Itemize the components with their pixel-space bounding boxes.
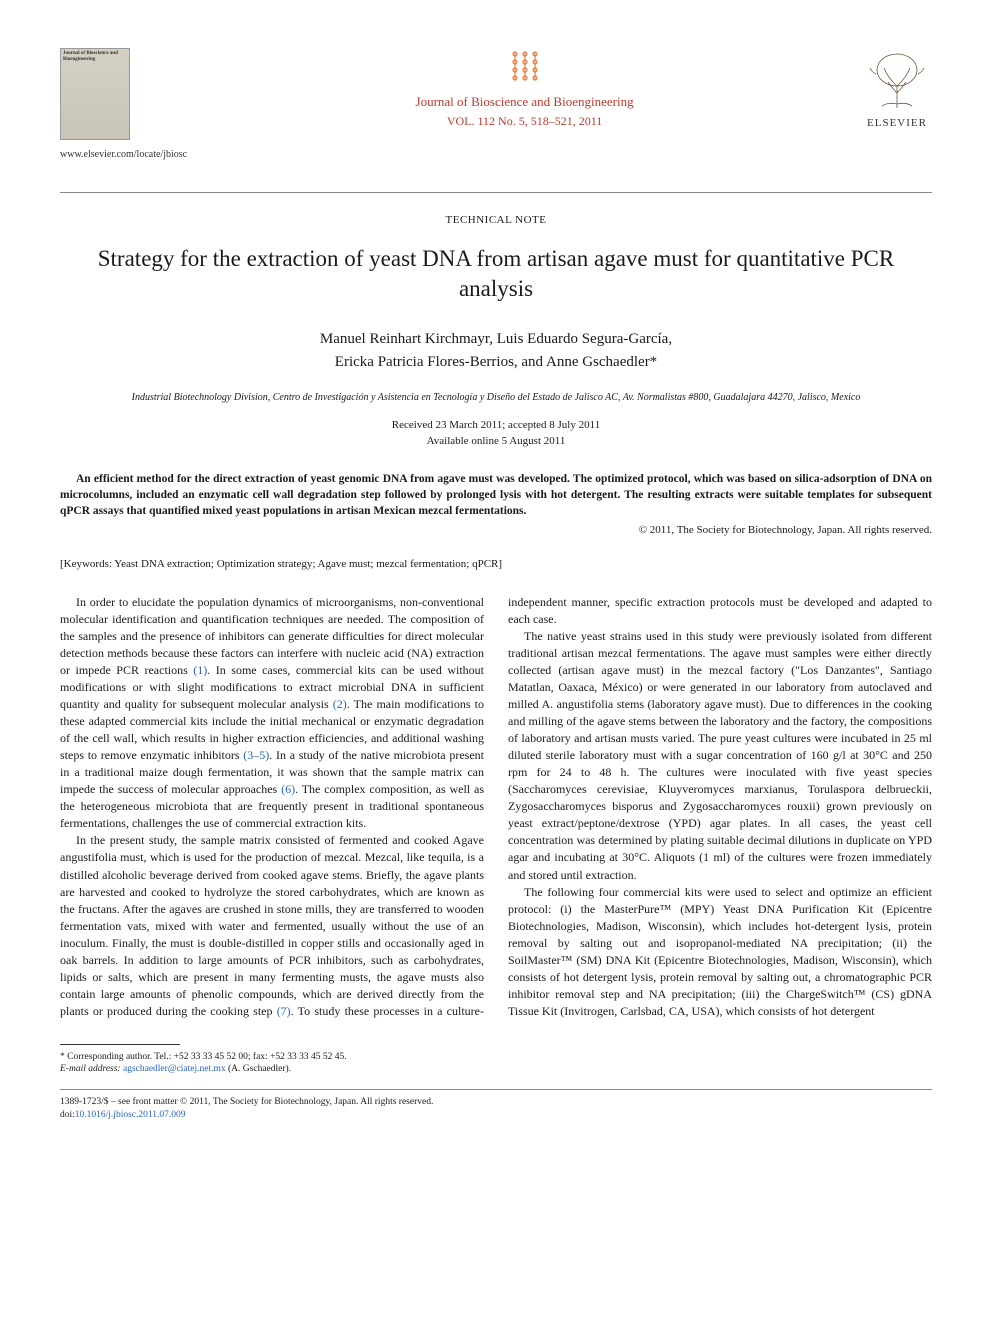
- journal-name: Journal of Bioscience and Bioengineering: [187, 93, 862, 111]
- authors: Manuel Reinhart Kirchmayr, Luis Eduardo …: [60, 328, 932, 373]
- abstract-copyright: © 2011, The Society for Biotechnology, J…: [60, 523, 932, 538]
- journal-cover-block: Journal of Bioscience and Bioengineering…: [60, 48, 187, 162]
- corresponding-email-link[interactable]: agschaedler@ciatej.net.mx: [123, 1064, 226, 1074]
- journal-volume: VOL. 112 No. 5, 518–521, 2011: [187, 113, 862, 130]
- journal-cover-thumbnail: Journal of Bioscience and Bioengineering: [60, 48, 130, 140]
- elsevier-wordmark: ELSEVIER: [862, 116, 932, 131]
- email-paren: (A. Gschaedler).: [226, 1064, 291, 1074]
- journal-masthead: Journal of Bioscience and Bioengineering…: [187, 48, 862, 130]
- footnote-corr: * Corresponding author. Tel.: +52 33 33 …: [60, 1052, 347, 1062]
- body-paragraph: The following four commercial kits were …: [508, 884, 932, 1020]
- affiliation: Industrial Biotechnology Division, Centr…: [60, 391, 932, 404]
- elsevier-locate-link[interactable]: www.elsevier.com/locate/jbiosc: [60, 148, 187, 162]
- elsevier-logo: ELSEVIER: [862, 48, 932, 131]
- received-date: Received 23 March 2011; accepted 8 July …: [392, 419, 600, 431]
- authors-line-1: Manuel Reinhart Kirchmayr, Luis Eduardo …: [320, 331, 672, 347]
- citation-link[interactable]: (2): [333, 697, 347, 711]
- citation-link[interactable]: (1): [193, 663, 207, 677]
- available-online-date: Available online 5 August 2011: [427, 435, 566, 447]
- abstract: An efficient method for the direct extra…: [60, 471, 932, 519]
- journal-cover-label: Journal of Bioscience and Bioengineering: [63, 51, 127, 62]
- footer-rule: [60, 1089, 932, 1090]
- front-matter: TECHNICAL NOTE Strategy for the extracti…: [60, 192, 932, 572]
- article-body: In order to elucidate the population dyn…: [60, 594, 932, 1020]
- citation-link[interactable]: (3–5): [243, 748, 269, 762]
- doi-label: doi:: [60, 1110, 75, 1120]
- doi-link[interactable]: 10.1016/j.jbiosc.2011.07.009: [75, 1110, 186, 1120]
- email-label: E-mail address:: [60, 1064, 123, 1074]
- body-paragraph: The native yeast strains used in this st…: [508, 628, 932, 883]
- citation-link[interactable]: (7): [277, 1004, 291, 1018]
- article-title: Strategy for the extraction of yeast DNA…: [60, 244, 932, 304]
- footnote-rule: [60, 1044, 180, 1045]
- article-dates: Received 23 March 2011; accepted 8 July …: [60, 418, 932, 449]
- elsevier-tree-icon: [864, 48, 930, 114]
- citation-link[interactable]: (6): [281, 782, 295, 796]
- page-header: Journal of Bioscience and Bioengineering…: [60, 48, 932, 162]
- corresponding-author-footnote: * Corresponding author. Tel.: +52 33 33 …: [60, 1051, 479, 1076]
- journal-icon: [505, 48, 545, 84]
- keywords: [Keywords: Yeast DNA extraction; Optimiz…: [60, 557, 932, 572]
- body-paragraph: In order to elucidate the population dyn…: [60, 594, 484, 832]
- article-type-label: TECHNICAL NOTE: [60, 213, 932, 228]
- authors-line-2: Ericka Patricia Flores-Berrios, and Anne…: [335, 354, 657, 370]
- footer-doi: doi:10.1016/j.jbiosc.2011.07.009: [60, 1109, 932, 1121]
- footer-copyright: 1389-1723/$ – see front matter © 2011, T…: [60, 1096, 932, 1108]
